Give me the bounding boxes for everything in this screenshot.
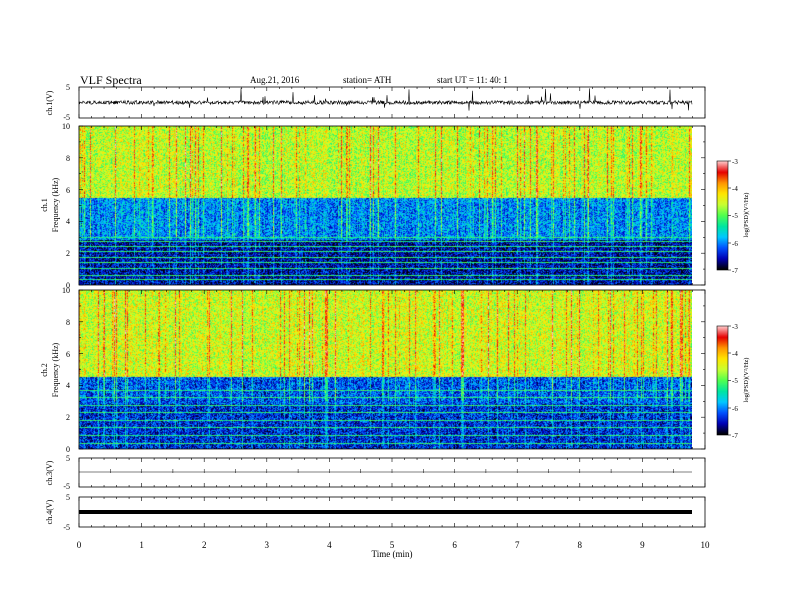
ch2-ytick-6: 6 (66, 350, 70, 359)
x-tick-label: 2 (202, 540, 207, 550)
ch4-ytick-top: 5 (66, 493, 70, 502)
ch4-waveform-ticks (78, 497, 706, 527)
ch1-waveform-ticks (78, 87, 706, 118)
x-tick-label: 9 (640, 540, 645, 550)
ch2-colorbar: -3 -4 -5 -6 -7 log(PSD)(V²/Hz) (716, 323, 750, 440)
x-tick-label: 4 (327, 540, 332, 550)
start-time-label: start UT = 11: 40: 1 (437, 75, 508, 85)
ch3-waveform-ylabel: ch.3(V) (45, 460, 54, 485)
ch1-ytick-8: 8 (66, 154, 70, 163)
ch2-spectrogram-image (79, 290, 692, 449)
ch1-spectrogram-image (79, 126, 692, 285)
ch2-spectrogram-ylabel: ch.2 (40, 363, 49, 377)
ch3-waveform-ticks (78, 458, 706, 487)
ch1-colorbar-gradient (717, 161, 728, 270)
ch1-ytick-bottom: -5 (63, 113, 70, 122)
ch1-colorbar-ticks (728, 160, 731, 271)
ch2-colorbar-gradient (717, 326, 728, 435)
x-axis-label: Time (min) (372, 549, 413, 559)
ch2-ytick-8: 8 (66, 318, 70, 327)
x-tick-label: 7 (515, 540, 520, 550)
ch2-cbar-label-m5: -5 (732, 377, 738, 385)
ch1-cbar-label-m7: -7 (732, 267, 738, 275)
ch1-ytick-0: 0 (66, 281, 70, 290)
ch1-colorbar: -3 -4 -5 -6 -7 log(PSD)(V²/Hz) (716, 158, 750, 275)
ch1-cbar-label-m5: -5 (732, 212, 738, 220)
ch4-waveform-panel: 5 -5 ch.4(V) (45, 493, 706, 532)
ch3-ytick-bottom: -5 (63, 482, 70, 491)
ch2-ytick-2: 2 (66, 413, 70, 422)
figure-title: VLF Spectra (80, 73, 142, 87)
ch1-cbar-label-m6: -6 (732, 240, 738, 248)
ch1-ytick-top: 5 (66, 83, 70, 92)
ch1-ytick-2: 2 (66, 249, 70, 258)
x-tick-label: 6 (452, 540, 457, 550)
ch2-frequency-label: Frequency (kHz) (51, 342, 60, 397)
ch1-cbar-label-m3: -3 (732, 158, 738, 166)
ch1-frequency-label: Frequency (kHz) (51, 177, 60, 232)
ch1-cbar-label-m4: -4 (732, 185, 738, 193)
ch1-waveform-panel: 5 -5 ch.1(V) (45, 83, 706, 122)
x-tick-label: 0 (77, 540, 82, 550)
x-tick-label: 8 (578, 540, 583, 550)
ch1-waveform-line (78, 88, 693, 111)
station-label: station= ATH (343, 75, 392, 85)
ch1-spectrogram-ticks (78, 125, 706, 286)
x-axis-tick-labels: 0 1 2 3 4 5 6 7 8 9 10 (77, 540, 710, 550)
x-tick-label: 1 (139, 540, 144, 550)
ch1-ytick-10: 10 (62, 122, 70, 131)
ch4-ytick-bottom: -5 (63, 523, 70, 532)
ch4-waveform-ylabel: ch.4(V) (45, 499, 54, 524)
ch2-cbar-label-m4: -4 (732, 350, 738, 358)
x-tick-label: 3 (265, 540, 270, 550)
ch2-spectrogram-panel: 0 2 4 6 8 10 ch.2 Frequency (kHz) (40, 286, 706, 454)
ch3-waveform-panel: 5 -5 ch.3(V) (45, 454, 706, 491)
ch1-ytick-4: 4 (66, 217, 70, 226)
ch2-colorbar-ticks (728, 325, 731, 436)
ch2-cbar-label-m3: -3 (732, 323, 738, 331)
ch1-spectrogram-panel: 0 2 4 6 8 10 ch.1 Frequency (kHz) (40, 122, 706, 290)
date-label: Aug.21, 2016 (250, 75, 300, 85)
ch2-cbar-label-m6: -6 (732, 405, 738, 413)
x-tick-label: 5 (390, 540, 395, 550)
ch2-ytick-4: 4 (66, 381, 70, 390)
ch1-colorbar-title: log(PSD)(V²/Hz) (743, 193, 750, 238)
ch1-waveform-ylabel: ch.1(V) (45, 90, 54, 115)
ch2-cbar-label-m7: -7 (732, 432, 738, 440)
x-tick-label: 10 (701, 540, 711, 550)
ch2-spectrogram-ticks (78, 289, 706, 450)
ch2-ytick-10: 10 (62, 286, 70, 295)
ch2-colorbar-title: log(PSD)(V²/Hz) (743, 358, 750, 403)
ch3-ytick-top: 5 (66, 454, 70, 463)
ch2-ytick-0: 0 (66, 445, 70, 454)
ch1-spectrogram-ylabel: ch.1 (40, 198, 49, 212)
ch1-ytick-6: 6 (66, 186, 70, 195)
